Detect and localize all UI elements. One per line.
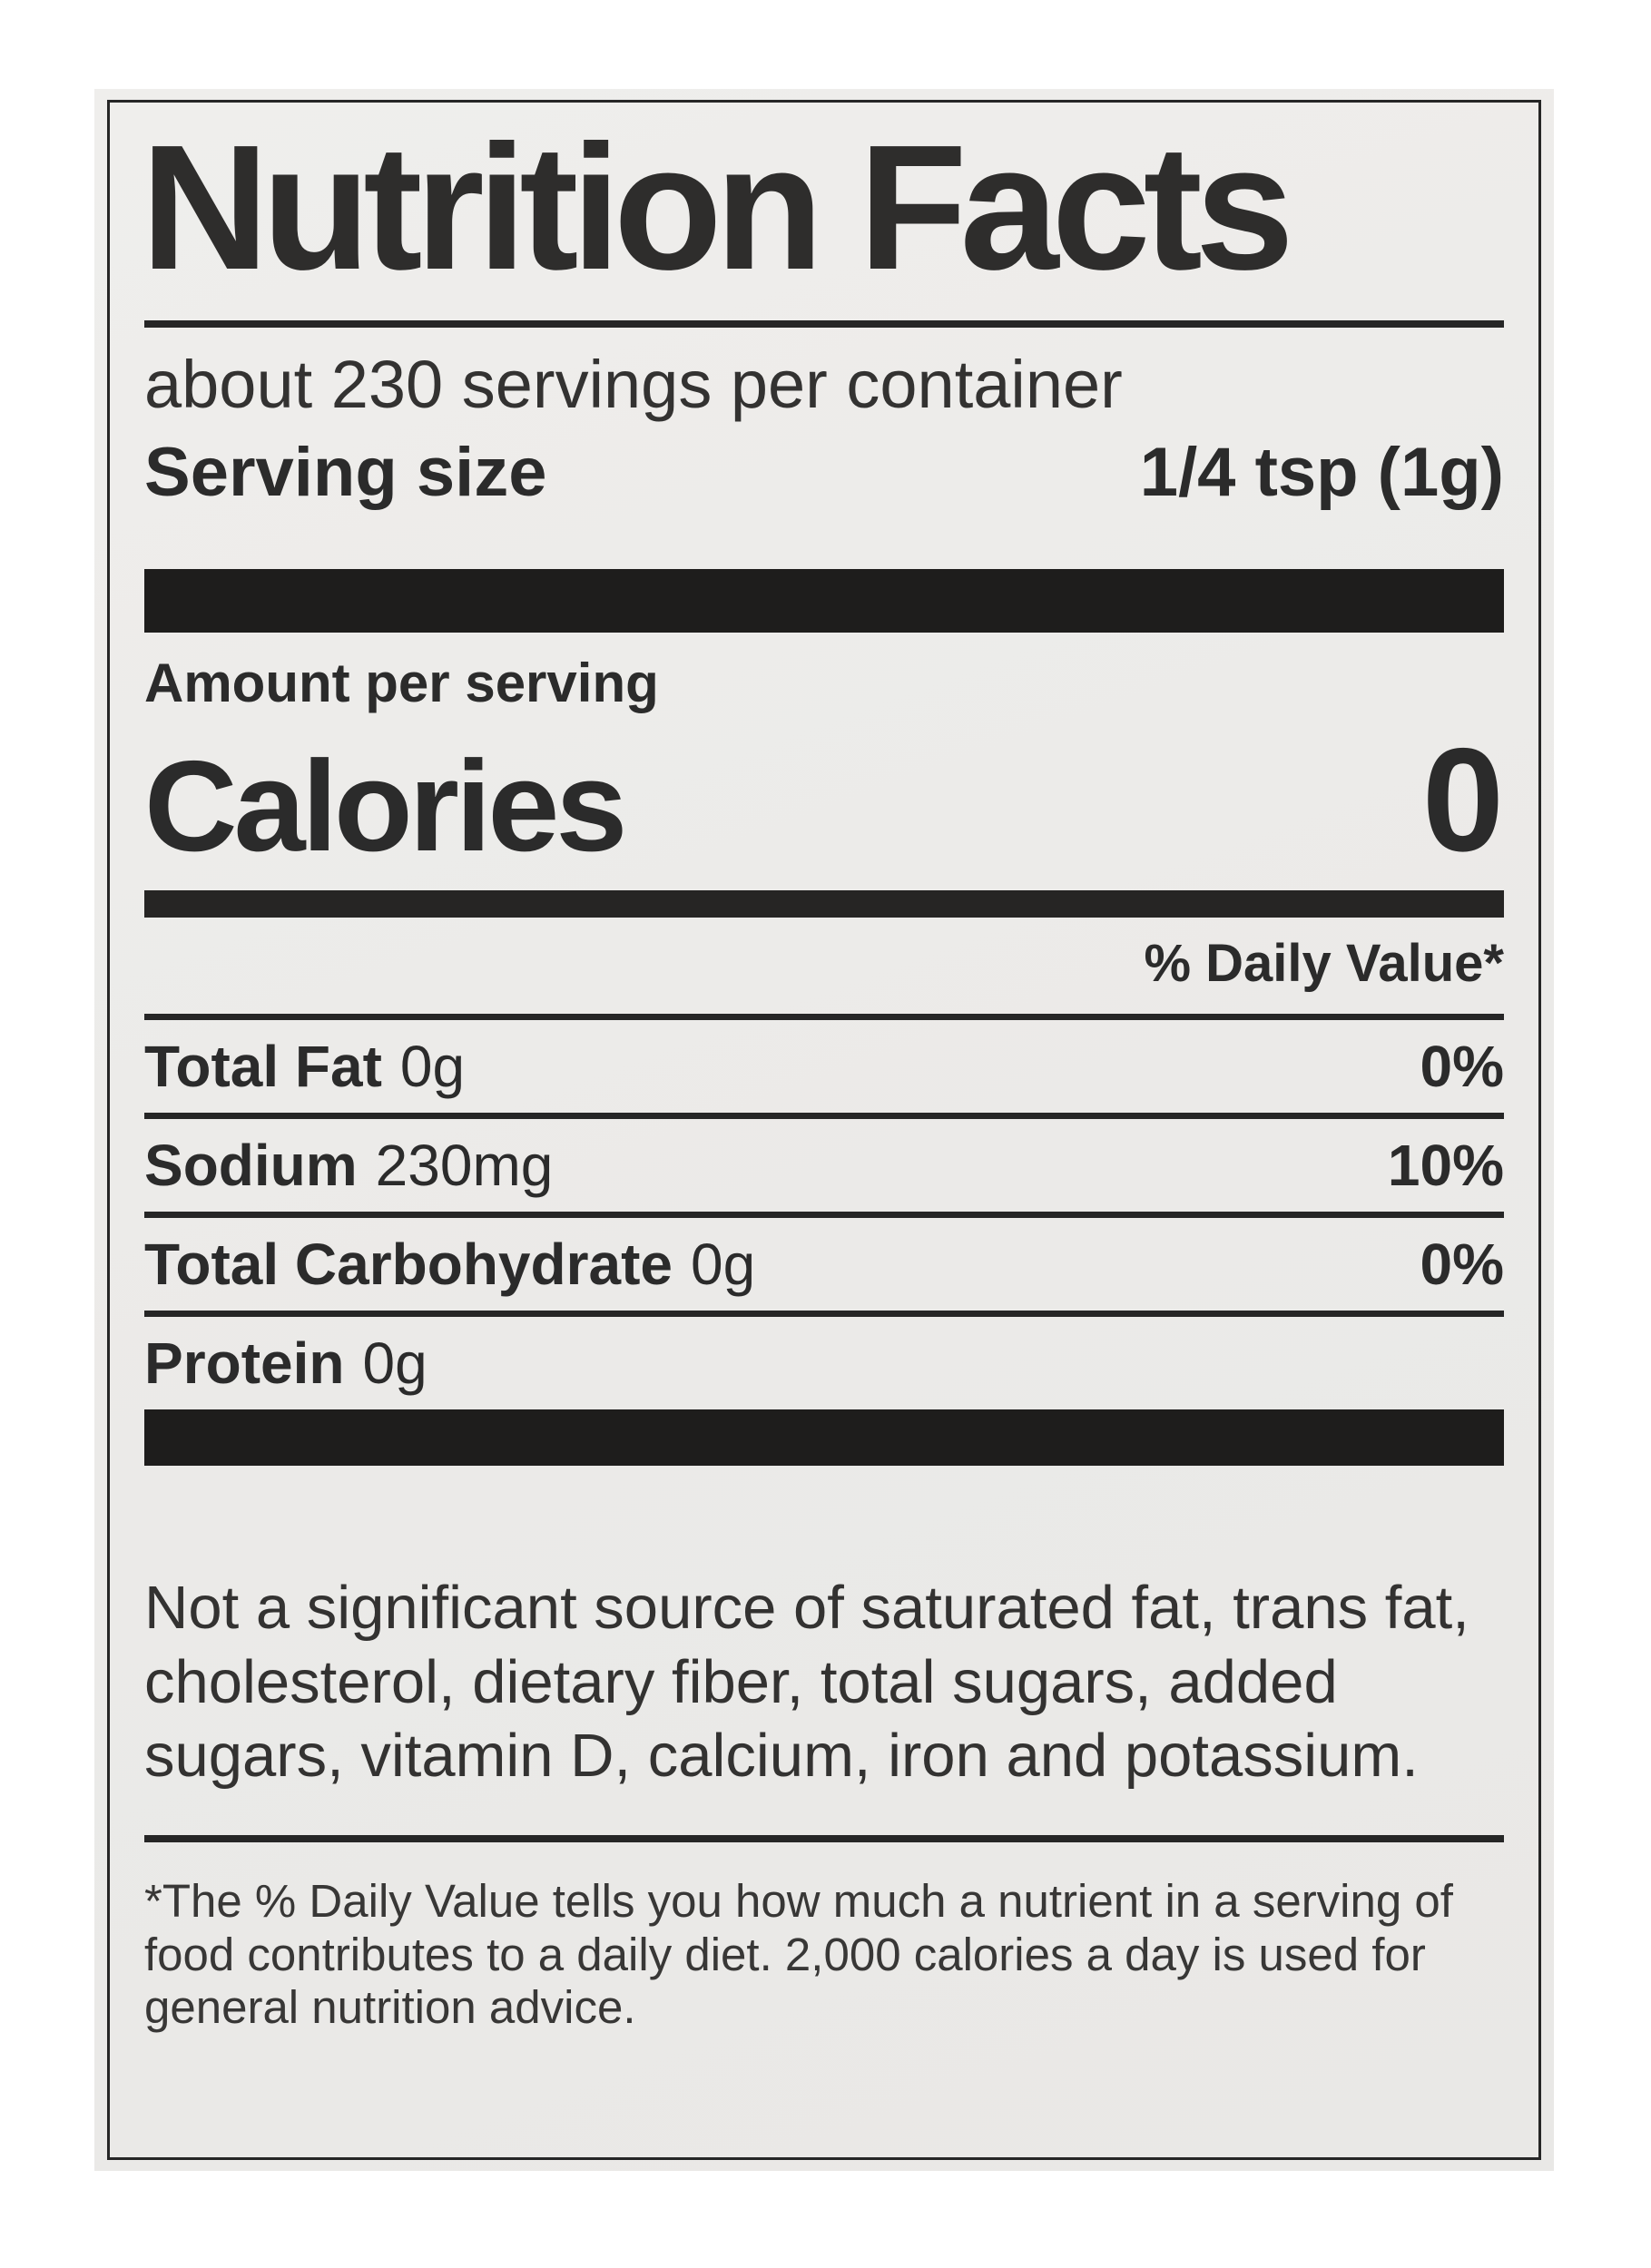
serving-size-row: Serving size 1/4 tsp (1g) bbox=[144, 438, 1504, 507]
nutrient-row-protein: Protein 0g bbox=[144, 1317, 1504, 1409]
nutrient-divider bbox=[144, 1212, 1504, 1218]
nutrient-amount: 0g bbox=[362, 1330, 427, 1396]
nutrient-row-total-fat: Total Fat 0g 0% bbox=[144, 1020, 1504, 1113]
nutrition-label-box: Nutrition Facts about 230 servings per c… bbox=[107, 100, 1541, 2160]
nutrient-name: Total Fat bbox=[144, 1034, 382, 1099]
nutrition-label-paper: Nutrition Facts about 230 servings per c… bbox=[94, 89, 1554, 2171]
nutrient-divider bbox=[144, 1113, 1504, 1119]
nutrient-divider bbox=[144, 1311, 1504, 1317]
serving-size-label: Serving size bbox=[144, 434, 547, 511]
footnote-divider bbox=[144, 1835, 1504, 1843]
calories-row: Calories 0 bbox=[144, 727, 1504, 874]
nutrient-daily-value: 10% bbox=[1387, 1133, 1504, 1198]
nutrient-amount: 230mg bbox=[375, 1133, 554, 1198]
amount-per-serving-label: Amount per serving bbox=[144, 653, 659, 713]
nutrient-row-sodium: Sodium 230mg 10% bbox=[144, 1119, 1504, 1212]
title-divider bbox=[144, 320, 1504, 328]
thick-divider-bottom bbox=[144, 1409, 1504, 1466]
calories-label: Calories bbox=[144, 734, 627, 879]
nutrient-name-amount: Total Fat 0g bbox=[144, 1037, 465, 1095]
nutrient-amount: 0g bbox=[691, 1232, 756, 1297]
servings-per-container: about 230 servings per container bbox=[144, 347, 1123, 422]
nutrient-daily-value: 0% bbox=[1420, 1034, 1505, 1099]
daily-value-header: % Daily Value* bbox=[1144, 934, 1504, 993]
nutrient-amount: 0g bbox=[399, 1034, 466, 1099]
not-significant-source-note: Not a significant source of saturated fa… bbox=[144, 1574, 1469, 1791]
nutrient-name-amount: Total Carbohydrate 0g bbox=[144, 1235, 755, 1293]
serving-size-value: 1/4 tsp (1g) bbox=[1139, 434, 1504, 511]
nutrient-divider bbox=[144, 1014, 1504, 1020]
nutrient-row-total-carbohydrate: Total Carbohydrate 0g 0% bbox=[144, 1218, 1504, 1311]
calories-value: 0 bbox=[1421, 718, 1504, 882]
nutrient-name-amount: Protein 0g bbox=[144, 1334, 427, 1392]
nutrient-daily-value: 0% bbox=[1420, 1232, 1505, 1297]
nutrition-facts-title: Nutrition Facts bbox=[141, 108, 1294, 307]
nutrient-name: Sodium bbox=[144, 1133, 358, 1198]
daily-value-footnote: *The % Daily Value tells you how much a … bbox=[144, 1875, 1453, 2034]
nutrient-name: Total Carbohydrate bbox=[144, 1232, 673, 1297]
thick-divider-top bbox=[144, 569, 1504, 633]
nutrient-name-amount: Sodium 230mg bbox=[144, 1136, 553, 1194]
calories-divider bbox=[144, 890, 1504, 918]
nutrient-name: Protein bbox=[144, 1330, 345, 1396]
